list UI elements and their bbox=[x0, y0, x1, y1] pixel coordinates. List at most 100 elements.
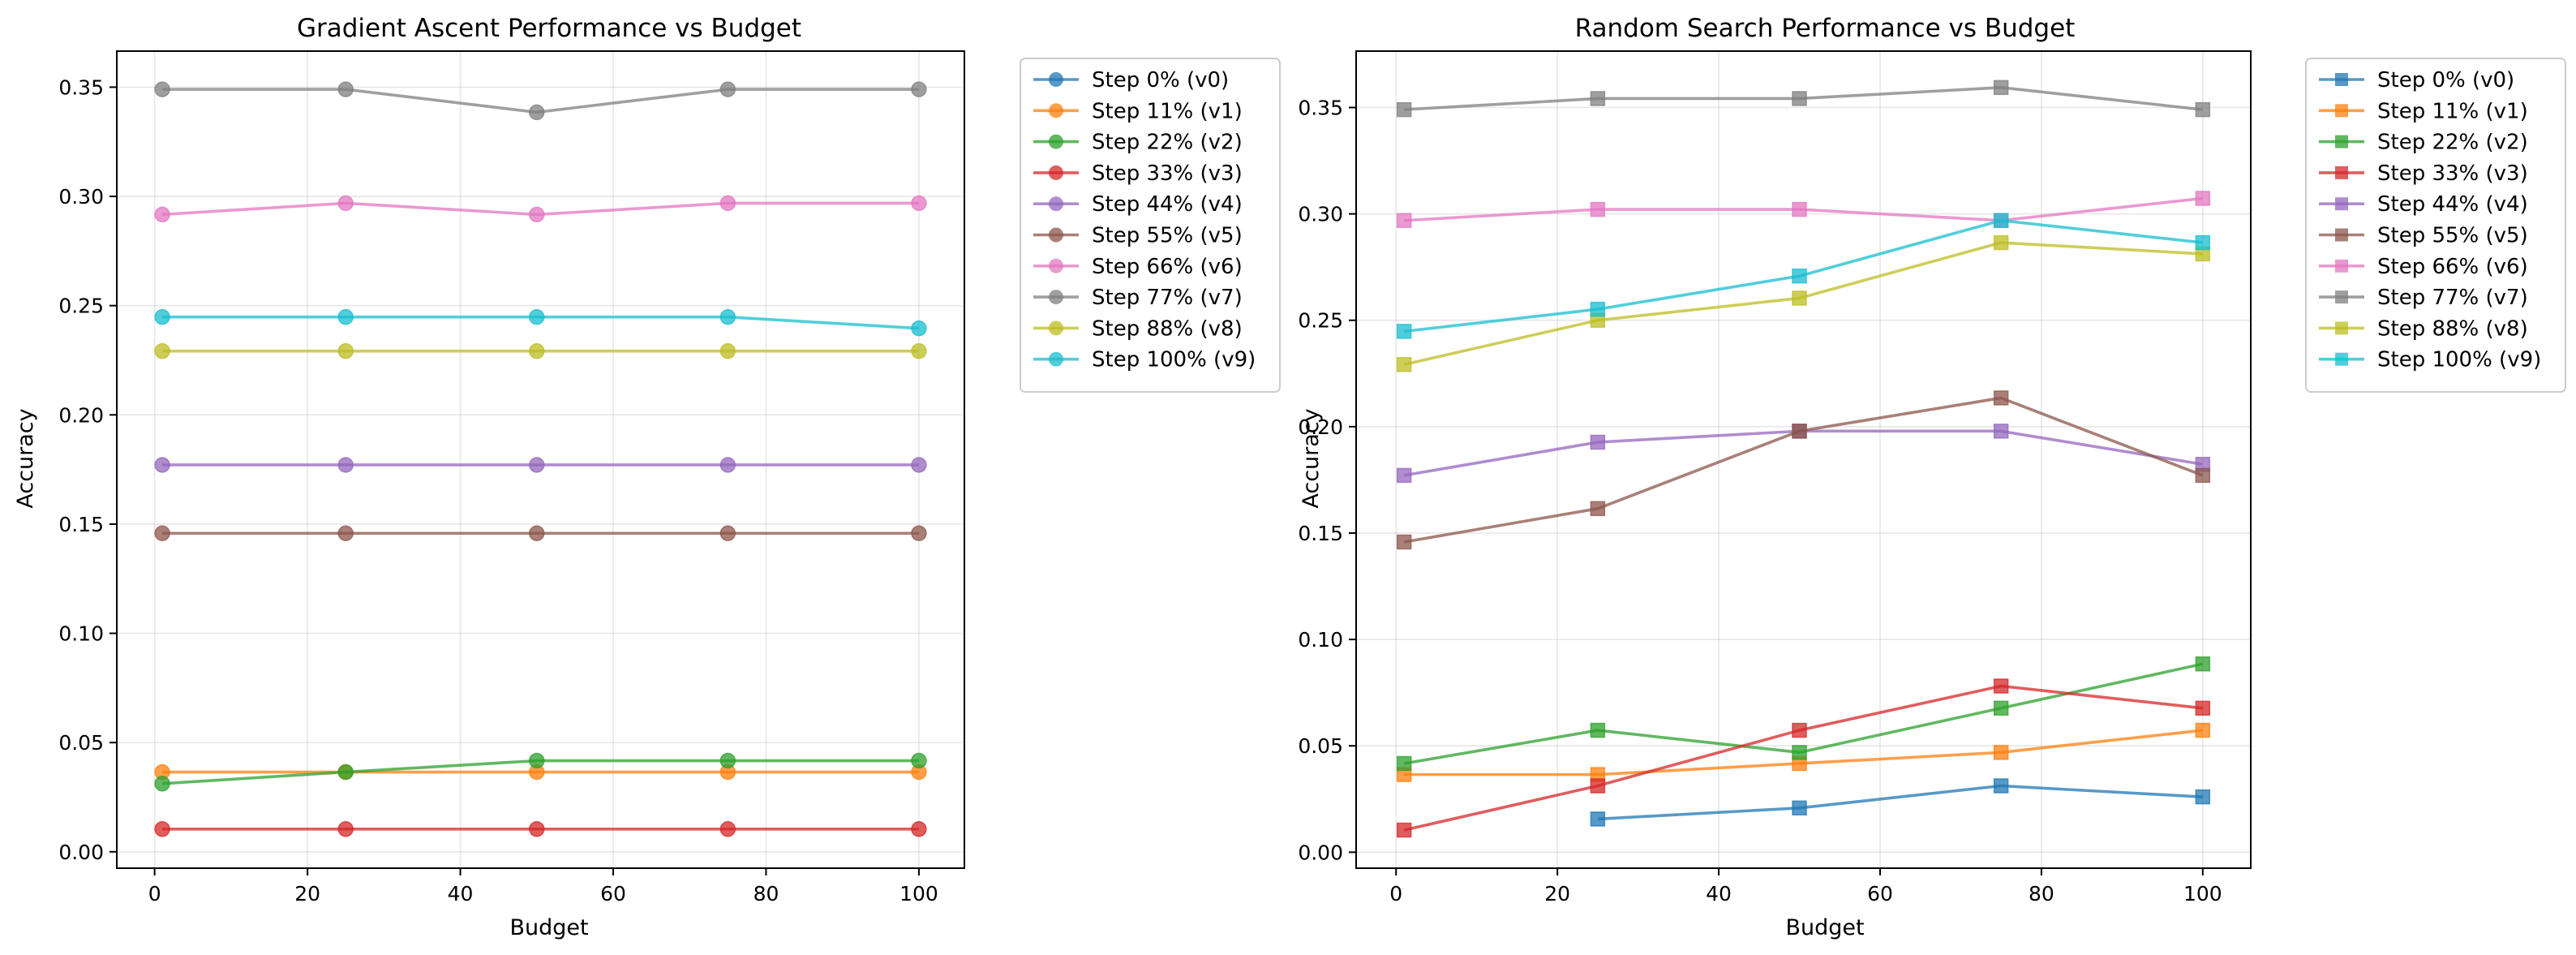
y-tick-label: 0.35 bbox=[1298, 96, 1343, 119]
legend-label: Step 33% (v3) bbox=[2377, 161, 2528, 186]
y-tick-label: 0.15 bbox=[58, 513, 104, 536]
data-point bbox=[1993, 700, 2009, 716]
series-line bbox=[1403, 396, 2204, 544]
data-point bbox=[1792, 201, 1807, 217]
data-point bbox=[2195, 234, 2211, 251]
x-axis-label: Budget bbox=[509, 915, 588, 940]
data-point bbox=[1792, 268, 1807, 284]
y-axis-label: Accuracy bbox=[1299, 408, 1324, 508]
data-point bbox=[719, 752, 736, 769]
data-point bbox=[1792, 745, 1807, 760]
data-point bbox=[1396, 101, 1412, 118]
y-tick-label: 0.05 bbox=[1298, 734, 1343, 758]
plot-frame bbox=[1355, 50, 2252, 869]
y-tick-label: 0.25 bbox=[1298, 309, 1343, 333]
data-point bbox=[337, 457, 354, 473]
data-point bbox=[154, 308, 170, 325]
legend-marker bbox=[2335, 228, 2348, 242]
legend-marker bbox=[1049, 320, 1063, 336]
data-point bbox=[1590, 778, 1606, 794]
data-point bbox=[529, 206, 545, 223]
y-tick-label: 0.25 bbox=[58, 295, 104, 318]
gradient-ascent-chart: Gradient Ascent Performance vs Budget Bu… bbox=[13, 14, 1281, 940]
legend-label: Step 55% (v5) bbox=[1092, 224, 1243, 248]
data-point bbox=[337, 525, 354, 541]
legend-label: Step 22% (v2) bbox=[2377, 131, 2528, 155]
legend-box bbox=[1020, 58, 1281, 393]
data-point bbox=[911, 195, 927, 212]
data-point bbox=[1396, 467, 1412, 484]
x-tick-label: 20 bbox=[294, 882, 320, 906]
y-tick-label: 0.30 bbox=[58, 185, 104, 209]
x-tick-label: 80 bbox=[753, 882, 779, 906]
data-point bbox=[1792, 722, 1807, 738]
x-tick-label: 40 bbox=[448, 882, 474, 906]
data-point bbox=[911, 342, 927, 359]
legend-marker bbox=[2335, 73, 2348, 86]
data-point bbox=[719, 195, 736, 212]
data-point bbox=[1993, 745, 2009, 760]
legend-label: Step 33% (v3) bbox=[1092, 161, 1243, 186]
data-point bbox=[911, 457, 927, 473]
data-point bbox=[2195, 700, 2211, 716]
random-search-chart: Random Search Performance vs Budget Budg… bbox=[1298, 14, 2566, 940]
data-point bbox=[337, 195, 354, 212]
data-point bbox=[1993, 390, 2009, 406]
data-point bbox=[911, 525, 927, 541]
data-point bbox=[719, 525, 736, 541]
data-point bbox=[337, 308, 354, 325]
y-tick-label: 0.35 bbox=[58, 75, 104, 99]
x-tick-label: 100 bbox=[899, 882, 938, 906]
series-line bbox=[1597, 784, 2203, 821]
chart-title: Gradient Ascent Performance vs Budget bbox=[297, 14, 801, 43]
legend-label: Step 100% (v9) bbox=[2377, 348, 2541, 372]
legend-marker bbox=[2335, 197, 2348, 211]
chart-title: Random Search Performance vs Budget bbox=[1575, 14, 2076, 43]
x-tick-label: 60 bbox=[1867, 882, 1893, 906]
legend-label: Step 100% (v9) bbox=[1092, 348, 1256, 372]
y-tick-label: 0.15 bbox=[1298, 522, 1343, 545]
data-point bbox=[529, 457, 545, 473]
data-point bbox=[154, 776, 170, 792]
legend-marker bbox=[1049, 103, 1063, 118]
x-axis-label: Budget bbox=[1785, 915, 1864, 940]
data-point bbox=[1993, 234, 2009, 251]
data-point bbox=[1993, 213, 2009, 228]
data-point bbox=[154, 206, 170, 223]
data-point bbox=[911, 81, 927, 97]
legend-label: Step 11% (v1) bbox=[2377, 99, 2528, 123]
data-point bbox=[1396, 357, 1412, 372]
data-point bbox=[2195, 467, 2211, 484]
legend-box bbox=[2305, 58, 2566, 393]
y-tick-label: 0.00 bbox=[58, 841, 104, 864]
legend-marker bbox=[2335, 259, 2348, 273]
data-point bbox=[719, 457, 736, 473]
data-point bbox=[154, 81, 170, 97]
legend-marker bbox=[1049, 72, 1063, 87]
y-tick-label: 0.10 bbox=[1298, 628, 1343, 652]
data-point bbox=[719, 81, 736, 97]
legend-label: Step 88% (v8) bbox=[2377, 316, 2528, 341]
data-point bbox=[154, 342, 170, 359]
x-tick-label: 60 bbox=[600, 882, 626, 906]
y-axis-label: Accuracy bbox=[13, 408, 38, 508]
legend-label: Step 77% (v7) bbox=[1092, 286, 1243, 310]
x-tick-label: 0 bbox=[148, 882, 161, 906]
legend-marker bbox=[1049, 134, 1063, 149]
legend-label: Step 66% (v6) bbox=[1092, 255, 1243, 279]
x-tick-label: 80 bbox=[2029, 882, 2054, 906]
plot-frame bbox=[116, 50, 965, 869]
data-point bbox=[911, 821, 927, 837]
data-point bbox=[1792, 91, 1807, 106]
data-point bbox=[154, 457, 170, 473]
data-point bbox=[154, 821, 170, 837]
data-point bbox=[1993, 678, 2009, 694]
data-point bbox=[154, 525, 170, 541]
data-point bbox=[1590, 501, 1606, 517]
data-point bbox=[1993, 778, 2009, 794]
data-point bbox=[1590, 434, 1606, 450]
data-point bbox=[719, 821, 736, 837]
legend-marker bbox=[2335, 166, 2348, 179]
legend-marker bbox=[2335, 352, 2348, 366]
